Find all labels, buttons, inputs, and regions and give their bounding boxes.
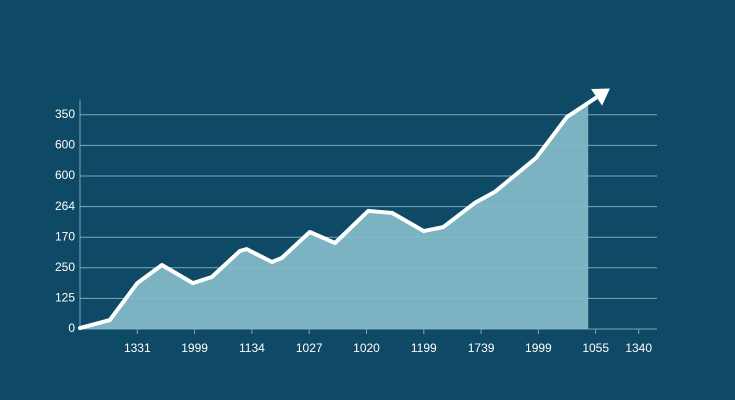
y-tick-label: 0 [68, 321, 75, 335]
area [80, 102, 589, 330]
x-tick-label: 1020 [353, 341, 380, 355]
x-tick-label: 1134 [239, 341, 265, 355]
x-tick-label: 1055 [582, 341, 609, 355]
x-tick-label: 1999 [181, 341, 208, 355]
y-tick-label: 264 [55, 199, 75, 213]
y-tick-label: 600 [55, 138, 75, 152]
x-tick-label: 1739 [468, 341, 495, 355]
y-tick-label: 250 [55, 260, 75, 274]
x-tick-label: 1999 [525, 341, 552, 355]
arrow-shaft [587, 95, 598, 105]
x-tick-label: 1199 [411, 341, 437, 355]
y-tick-label: 350 [55, 107, 75, 121]
x-tick-label: 1331 [124, 341, 151, 355]
y-tick-label: 170 [55, 229, 75, 243]
line [78, 100, 591, 331]
x-tick-label: 1340 [625, 341, 652, 355]
x-tick-label: 1027 [296, 341, 323, 355]
y-tick-label: 125 [55, 291, 75, 305]
arrow-head [591, 88, 610, 106]
y-tick-label: 600 [55, 168, 75, 182]
